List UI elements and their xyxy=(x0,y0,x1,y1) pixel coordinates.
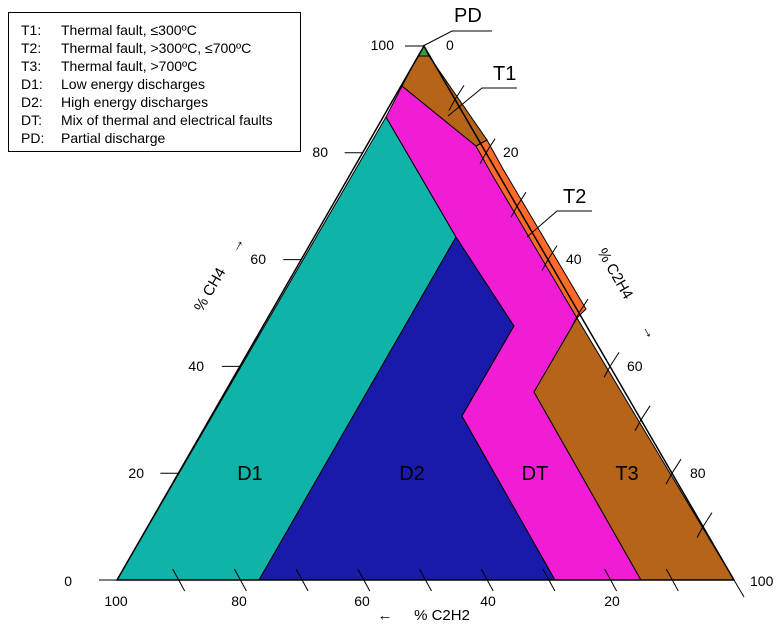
zone-label-d1: D1 xyxy=(237,463,263,485)
c2h2-axis-title: % C2H2 xyxy=(414,607,470,624)
legend-desc: Thermal fault, >700ºC xyxy=(61,58,198,74)
c2h2-tick-label: 60 xyxy=(354,593,370,609)
legend-entry-d1: D1: Low energy discharges xyxy=(21,75,205,93)
c2h4-tick xyxy=(510,205,518,218)
ch4-tick-label: 80 xyxy=(312,144,328,160)
c2h4-tick xyxy=(454,85,465,100)
legend-entry-d2: D2: High energy discharges xyxy=(21,93,208,111)
legend: T1: Thermal fault, ≤300ºC T2: Thermal faul… xyxy=(8,12,301,152)
c2h2-axis-arrow: ← xyxy=(378,607,393,624)
zone-label-t2: T2 xyxy=(563,186,586,208)
zone-label-t3: T3 xyxy=(615,463,638,485)
legend-desc: Thermal fault, >300ºC, ≤700ºC xyxy=(61,40,252,56)
legend-code: PD: xyxy=(21,130,45,146)
legend-entry-t1: T1: Thermal fault, ≤300ºC xyxy=(21,21,197,39)
c2h4-tick xyxy=(572,312,580,325)
c2h4-tick xyxy=(448,99,456,111)
c2h4-tick-label: 60 xyxy=(627,358,643,374)
c2h4-tick xyxy=(733,579,745,598)
legend-code: D2: xyxy=(21,94,43,110)
c2h4-tick-label: 100 xyxy=(750,573,774,589)
zone-label-dt: DT xyxy=(522,463,549,485)
t2-callout-line xyxy=(526,210,592,238)
triangle-outline xyxy=(115,44,736,581)
c2h2-tick-label: 100 xyxy=(104,593,128,609)
c2h4-tick xyxy=(640,405,651,421)
c2h4-tick xyxy=(479,152,487,165)
ch4-axis-title: % CH4 xyxy=(191,265,229,315)
c2h4-tick xyxy=(665,472,673,485)
t1-callout-line xyxy=(447,87,517,117)
c2h4-tick xyxy=(603,366,611,378)
c2h4-tick xyxy=(634,419,642,432)
zone-label-d2: D2 xyxy=(399,463,425,485)
c2h4-axis-arrow: → xyxy=(638,321,660,342)
c2h4-tick xyxy=(485,138,496,154)
legend-entry-t2: T2: Thermal fault, >300ºC, ≤700ºC xyxy=(21,39,251,57)
ch4-axis-arrow: → xyxy=(226,234,248,255)
c2h4-tick xyxy=(609,352,620,367)
c2h4-tick xyxy=(516,191,527,207)
c2h4-tick xyxy=(547,245,558,260)
legend-code: T2: xyxy=(21,40,42,56)
c2h2-tick-label: 20 xyxy=(604,593,620,609)
legend-code: T3: xyxy=(21,58,42,74)
c2h4-tick xyxy=(696,526,704,538)
ch4-tick-label: 20 xyxy=(128,465,144,481)
c2h4-tick xyxy=(541,259,549,271)
c2h4-tick xyxy=(578,298,589,314)
legend-desc: Mix of thermal and electrical faults xyxy=(61,112,273,128)
legend-desc: Thermal fault, ≤300ºC xyxy=(61,22,197,38)
legend-desc: High energy discharges xyxy=(61,94,209,110)
legend-code: D1: xyxy=(21,76,43,92)
pd-callout-line xyxy=(422,30,492,47)
legend-desc: Low energy discharges xyxy=(61,76,205,92)
legend-code: DT: xyxy=(21,112,42,128)
zone-label-pd: PD xyxy=(454,5,482,27)
legend-entry-t3: T3: Thermal fault, >700ºC xyxy=(21,57,197,75)
c2h4-axis-title: % C2H4 xyxy=(594,245,637,302)
c2h4-tick xyxy=(702,512,713,527)
zone-label-t1: T1 xyxy=(493,63,516,85)
ch4-tick-label: 60 xyxy=(250,251,266,267)
c2h4-tick-label: 20 xyxy=(503,144,519,160)
c2h4-tick-label: 80 xyxy=(690,465,706,481)
c2h4-tick-label: 0 xyxy=(446,37,454,53)
legend-entry-dt: DT: Mix of thermal and electrical faults xyxy=(21,111,273,129)
c2h4-tick xyxy=(671,458,682,474)
c2h4-tick-label: 40 xyxy=(566,251,582,267)
ch4-tick-label: 100 xyxy=(371,37,395,53)
ch4-tick-label: 0 xyxy=(64,573,72,589)
ch4-tick-label: 40 xyxy=(188,358,204,374)
legend-entry-pd: PD: Partial discharge xyxy=(21,129,165,147)
c2h2-tick-label: 40 xyxy=(480,593,496,609)
c2h2-tick-label: 80 xyxy=(231,593,247,609)
legend-desc: Partial discharge xyxy=(61,130,166,146)
legend-code: T1: xyxy=(21,22,42,38)
